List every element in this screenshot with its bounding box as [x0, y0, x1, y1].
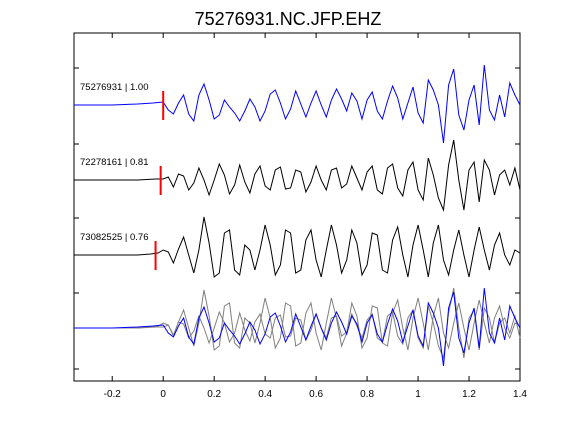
x-tick-label: 0.8: [360, 389, 374, 400]
x-tick-label: 1.4: [513, 389, 527, 400]
trace-group: 75276931 | 1.00 72278161 | 0.81 73082525 |…: [74, 64, 521, 367]
x-tick-label: 0: [160, 389, 166, 400]
x-tick-label: 1: [415, 389, 421, 400]
chart-title: 75276931.NC.JFP.EHZ: [195, 9, 382, 29]
plot-frame: [73, 32, 521, 382]
trace-73082525: [74, 216, 521, 278]
overlay-trace-72278161: [74, 287, 521, 360]
trace-label-73082525: 73082525 | 0.76: [80, 232, 149, 243]
overlay-trace-75276931: [74, 287, 521, 367]
x-tick-label: -0.2: [104, 389, 122, 400]
y-tick-marks: [74, 67, 520, 370]
x-tick-label: 0.2: [207, 389, 221, 400]
overlay-trace-73082525: [74, 289, 521, 351]
x-tick-label: 0.4: [258, 389, 272, 400]
x-tick-label: 0.6: [309, 389, 323, 400]
trace-label-72278161: 72278161 | 0.81: [80, 157, 149, 168]
trace-72278161: [74, 139, 521, 212]
x-tick-label: 1.2: [462, 389, 476, 400]
trace-75276931: [74, 64, 521, 144]
x-axis: -0.2 0 0.2 0.4 0.6 0.8 1 1.2 1.4: [104, 33, 527, 400]
trace-label-75276931: 75276931 | 1.00: [80, 82, 149, 93]
